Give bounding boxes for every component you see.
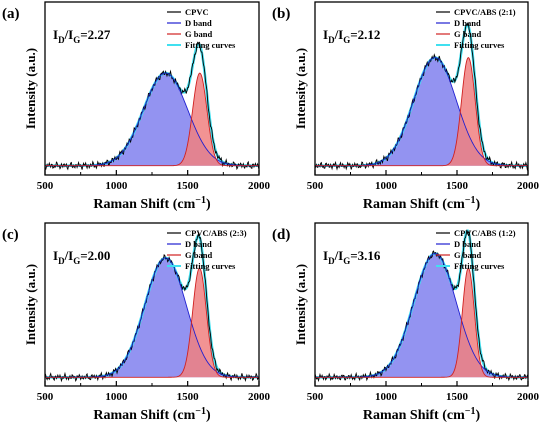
id-ig-ratio: ID/IG=2.27 [53,27,111,45]
x-tick-label: 2000 [248,180,271,192]
x-tick-label: 500 [307,391,324,403]
legend-entry: D band [454,239,481,249]
x-axis-label: Raman Shift (cm−1) [93,406,211,423]
plot-area [315,22,528,171]
x-tick-label: 1500 [177,180,200,192]
legend-entry: CPVC/ABS (1:2) [454,228,516,238]
legend-entry: Fitting curves [454,261,505,271]
panel-letter: (b) [272,6,290,22]
x-tick-label: 1500 [177,391,200,403]
d-band-fill [315,57,528,166]
x-tick-label: 2000 [517,180,540,192]
g-band-line [315,57,528,167]
x-tick-label: 1500 [446,180,469,192]
d-band-fill [45,73,259,166]
panel-letter: (a) [2,6,20,22]
legend-entry: CPVC/ABS (2:3) [185,228,247,238]
panel-letter: (c) [2,227,19,243]
legend-entry: G band [454,250,481,260]
panel-letter: (d) [272,227,290,243]
g-band-fill [45,73,259,166]
id-ig-ratio: ID/IG=2.12 [323,27,380,45]
x-tick-label: 500 [307,180,324,192]
x-tick-label: 500 [37,391,54,403]
panel-a: 500 1000 1500 2000 Raman Shift (cm−1) Intensi… [2,1,271,212]
x-tick-label: 1000 [375,391,398,403]
plot-area [45,41,259,171]
x-tick-label: 2000 [248,391,271,403]
panel-d: 500 1000 1500 2000 Raman Shift (cm−1) Intensi… [272,222,540,423]
legend-entry: Fitting curves [185,40,236,50]
y-axis-label: Intensity (a.u.) [23,264,38,345]
g-band-line [45,267,259,378]
d-band-fill [45,257,259,378]
g-band-fill [315,57,528,166]
id-ig-ratio: ID/IG=3.16 [323,248,381,266]
legend-entry: G band [185,250,212,260]
x-tick-label: 1000 [105,180,128,192]
legend-entry: Fitting curves [185,261,236,271]
g-band-line [315,267,528,378]
x-axis-label: Raman Shift (cm−1) [363,406,481,423]
x-axis-label: Raman Shift (cm−1) [363,195,481,212]
legend-entry: Fitting curves [454,40,505,50]
legend-entry: CPVC/ABS (2:1) [454,7,516,17]
legend-entry: D band [185,239,212,249]
x-tick-label: 1000 [375,180,398,192]
plot-area [45,232,259,383]
panel-c: 500 1000 1500 2000 Raman Shift (cm−1) Intensi… [2,222,271,423]
x-tick-label: 500 [37,180,54,192]
panel-b: 500 1000 1500 2000 Raman Shift (cm−1) Intensi… [272,1,540,212]
x-tick-label: 1000 [105,391,128,403]
plot-area [315,229,528,383]
d-band-fill [315,253,528,378]
x-axis-label: Raman Shift (cm−1) [93,195,211,212]
y-axis-label: Intensity (a.u.) [23,48,38,129]
measured-spectrum [45,41,259,171]
legend-entry: G band [454,29,481,39]
id-ig-ratio: ID/IG=2.00 [53,248,110,266]
legend-entry: CPVC [185,7,209,17]
legend-entry: G band [185,29,212,39]
g-band-fill [315,268,528,378]
x-tick-label: 2000 [517,391,540,403]
legend-entry: D band [185,18,212,28]
g-band-line [45,72,259,167]
g-band-fill [45,268,259,378]
legend-entry: D band [454,18,481,28]
y-axis-label: Intensity (a.u.) [293,48,308,129]
y-axis-label: Intensity (a.u.) [293,264,308,345]
x-tick-label: 1500 [446,391,469,403]
